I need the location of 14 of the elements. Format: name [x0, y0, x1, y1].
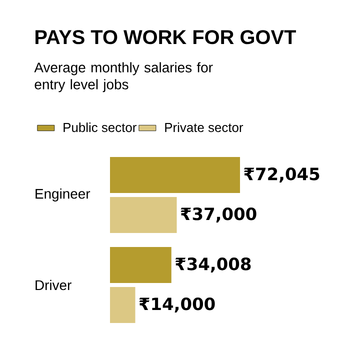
data-label: ₹72,045 [244, 168, 320, 183]
bar [110, 286, 136, 323]
data-label: ₹37,000 [180, 207, 256, 222]
y-tick-label: Driver [36, 280, 72, 290]
chart-title: PAYS TO WORK FOR GOVT [36, 30, 296, 44]
y-tick-label: Engineer [36, 188, 90, 202]
data-label: ₹14,000 [139, 297, 215, 312]
bar [110, 196, 177, 233]
chart-subtitle: Average monthly salaries for entry level jobs [34, 62, 213, 92]
legend-label: Private sector [165, 122, 244, 132]
bar [110, 157, 240, 194]
bar [110, 247, 172, 284]
legend-label: Public sector [64, 122, 136, 132]
data-label: ₹34,008 [175, 258, 251, 273]
